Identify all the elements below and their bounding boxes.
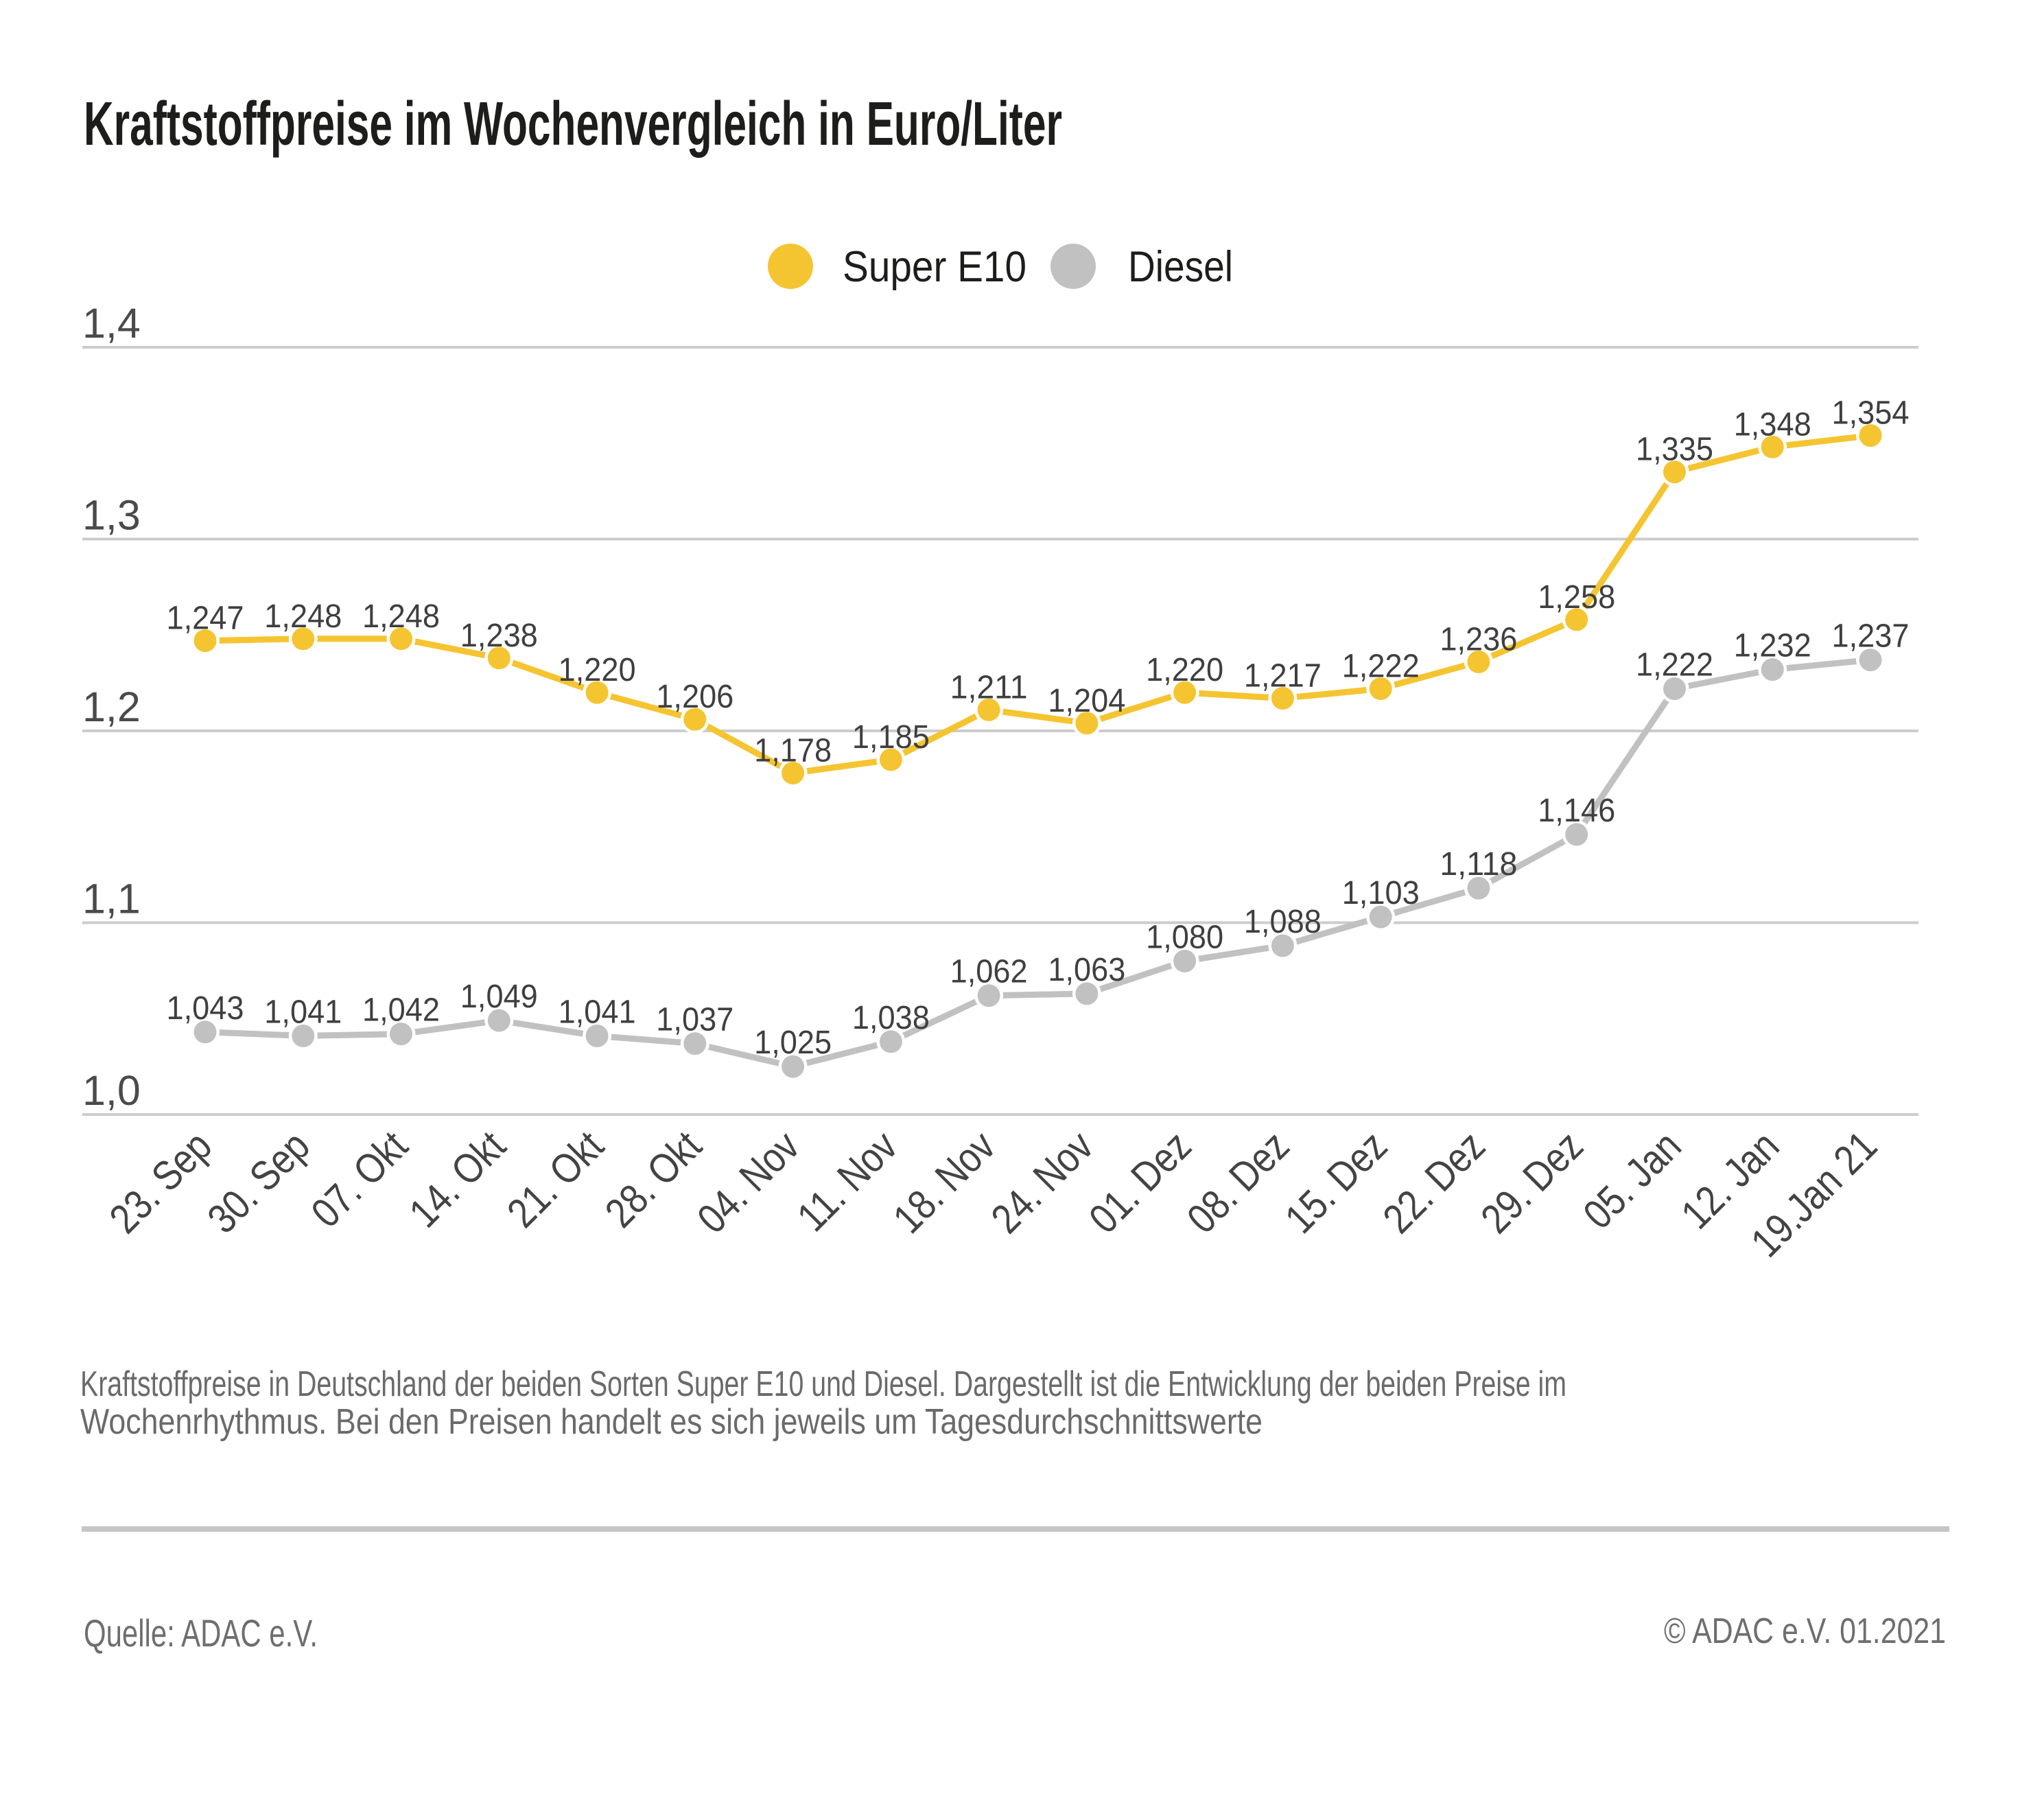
svg-text:1,248: 1,248 <box>264 598 342 635</box>
svg-text:1,3: 1,3 <box>82 492 141 539</box>
svg-text:1,236: 1,236 <box>1440 620 1517 657</box>
svg-text:1,211: 1,211 <box>950 668 1028 705</box>
svg-text:1,220: 1,220 <box>1146 651 1223 688</box>
svg-text:1,258: 1,258 <box>1538 579 1615 616</box>
svg-text:1,062: 1,062 <box>950 953 1028 990</box>
svg-text:Quelle: ADAC e.V.: Quelle: ADAC e.V. <box>84 1611 318 1655</box>
svg-text:1,217: 1,217 <box>1244 657 1322 695</box>
svg-text:Diesel: Diesel <box>1128 243 1233 291</box>
svg-text:1,354: 1,354 <box>1832 395 1910 432</box>
svg-text:1,248: 1,248 <box>362 598 440 635</box>
svg-text:1,041: 1,041 <box>264 993 342 1030</box>
svg-text:1,222: 1,222 <box>1342 648 1420 685</box>
svg-text:1,118: 1,118 <box>1440 845 1517 883</box>
svg-text:Wochenrhythmus. Bei den Preise: Wochenrhythmus. Bei den Preisen handelt … <box>80 1402 1263 1442</box>
svg-text:Kraftstoffpreise im Wochenverg: Kraftstoffpreise im Wochenvergleich in E… <box>84 90 1062 159</box>
svg-text:1,146: 1,146 <box>1538 792 1615 829</box>
svg-text:1,042: 1,042 <box>362 992 440 1029</box>
svg-text:1,178: 1,178 <box>754 732 832 769</box>
svg-text:1,4: 1,4 <box>82 300 141 347</box>
svg-text:1,063: 1,063 <box>1048 951 1125 988</box>
svg-text:Kraftstoffpreise in Deutschlan: Kraftstoffpreise in Deutschland der beid… <box>80 1364 1566 1404</box>
svg-text:© ADAC e.V. 01.2021: © ADAC e.V. 01.2021 <box>1664 1611 1946 1651</box>
svg-text:1,038: 1,038 <box>852 999 930 1036</box>
svg-text:Super E10: Super E10 <box>843 243 1026 291</box>
svg-text:1,335: 1,335 <box>1636 431 1713 468</box>
svg-text:1,206: 1,206 <box>656 678 733 715</box>
svg-text:1,041: 1,041 <box>559 993 636 1030</box>
svg-text:1,204: 1,204 <box>1048 682 1125 719</box>
svg-text:1,1: 1,1 <box>82 876 141 922</box>
svg-text:1,220: 1,220 <box>559 651 636 688</box>
svg-text:1,2: 1,2 <box>82 684 141 730</box>
svg-text:1,185: 1,185 <box>852 719 930 756</box>
svg-text:1,080: 1,080 <box>1146 918 1223 955</box>
svg-text:1,088: 1,088 <box>1244 903 1322 940</box>
svg-text:1,247: 1,247 <box>167 600 244 637</box>
svg-text:1,222: 1,222 <box>1636 646 1713 684</box>
svg-text:1,238: 1,238 <box>460 617 538 654</box>
svg-text:1,103: 1,103 <box>1342 874 1420 911</box>
svg-text:1,232: 1,232 <box>1734 627 1811 664</box>
svg-text:1,043: 1,043 <box>167 990 244 1027</box>
svg-text:1,0: 1,0 <box>82 1067 141 1114</box>
svg-text:1,037: 1,037 <box>656 1001 733 1038</box>
svg-text:1,237: 1,237 <box>1832 618 1910 655</box>
svg-text:1,049: 1,049 <box>460 978 538 1015</box>
svg-text:1,348: 1,348 <box>1734 406 1811 443</box>
svg-text:1,025: 1,025 <box>754 1024 832 1061</box>
